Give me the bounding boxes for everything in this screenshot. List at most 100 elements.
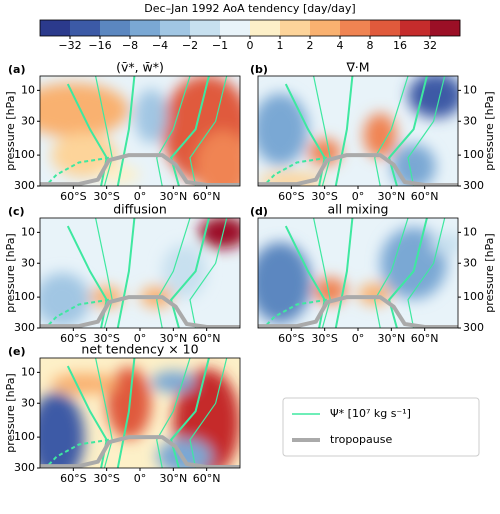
field-blob [40, 392, 85, 468]
colorbar-tick-label: −32 [58, 39, 81, 52]
colorbar-swatch [190, 20, 221, 36]
x-tick-label: 30°S [311, 190, 337, 203]
streamline [156, 358, 191, 468]
streamline [116, 76, 136, 186]
contour-field [40, 218, 240, 328]
colorbar-swatch [340, 20, 371, 36]
field-blob [258, 93, 308, 166]
field-blob [363, 113, 397, 159]
streamline [116, 358, 136, 468]
colorbar-title: Dec–Jan 1992 AoA tendency [day/day] [144, 2, 355, 15]
colorbar-tick-label: −1 [212, 39, 228, 52]
x-tick-label: 30°S [93, 332, 119, 345]
colorbar-swatch [70, 20, 101, 36]
blobs [40, 367, 240, 468]
streamline [189, 76, 228, 186]
colorbar-swatch [400, 20, 431, 36]
streamline [313, 76, 331, 186]
streamline [407, 76, 446, 186]
streamline [156, 76, 191, 186]
tropopause [40, 435, 240, 468]
x-tick-label: 0° [134, 332, 147, 345]
legend-frame [282, 397, 480, 457]
field-blob [51, 132, 118, 178]
field-blob [51, 372, 118, 395]
y-tick-label: 300 [463, 321, 484, 334]
x-tick-label: 30°N [377, 190, 405, 203]
tropopause [258, 153, 458, 186]
field-blob [258, 242, 312, 324]
streamline [374, 76, 409, 186]
y-tick-label: 30 [21, 114, 35, 127]
colorbar-tick-label: −2 [182, 39, 198, 52]
streamline [189, 358, 228, 468]
streamline [95, 76, 113, 186]
y-tick-label: 100 [14, 148, 35, 161]
blobs [258, 227, 458, 324]
panel-title: all mixing [328, 202, 389, 217]
colorbar-swatch [430, 20, 461, 36]
contour-field [258, 76, 458, 186]
x-tick-label: 60°N [411, 332, 439, 345]
colorbar-swatch [130, 20, 161, 36]
colorbar-swatch [370, 20, 401, 36]
x-tick-label: 30°N [159, 472, 187, 485]
panel-title: (v̄*, w̄*) [116, 60, 164, 75]
field-blob [40, 82, 129, 137]
streamline [387, 76, 428, 186]
tropopause [258, 295, 458, 328]
field-blob [430, 232, 458, 255]
x-tick-label: 60°S [278, 190, 304, 203]
y-tick-label: 10 [463, 83, 477, 96]
y-tick-label: 30 [21, 256, 35, 269]
colorbar-swatch [100, 20, 131, 36]
y-axis-label: pressure [hPa] [4, 233, 17, 312]
streamline [169, 76, 210, 186]
x-tick-label: 30°N [377, 332, 405, 345]
colorbar-swatch [280, 20, 311, 36]
y-tick-label: 300 [14, 321, 35, 334]
y-axis-label: pressure [hPa] [4, 91, 17, 170]
y-tick-label: 10 [463, 225, 477, 238]
streamline [189, 218, 228, 328]
y-tick-label: 30 [21, 396, 35, 409]
colorbar-tick-label: 32 [423, 39, 437, 52]
streamline [44, 298, 110, 328]
tropopause [40, 153, 240, 186]
colorbar-swatch [40, 20, 71, 36]
streamline [387, 218, 428, 328]
y-tick-label: 100 [14, 430, 35, 443]
x-tick-label: 60°N [193, 472, 221, 485]
legend-label: Ψ* [10⁷ kg s⁻¹] [330, 407, 411, 420]
panel-label: (d) [250, 205, 268, 218]
blobs [258, 76, 458, 186]
colorbar-tick-label: 8 [367, 39, 374, 52]
y-tick-label: 30 [463, 114, 477, 127]
legend-label: tropopause [330, 433, 392, 446]
streamline [313, 218, 331, 328]
colorbar-tick-label: −8 [122, 39, 138, 52]
x-tick-label: 0° [352, 332, 365, 345]
contour-field [40, 358, 240, 468]
field-blob [408, 76, 458, 118]
streamline [95, 218, 113, 328]
field-blob [195, 130, 240, 186]
x-tick-label: 0° [134, 190, 147, 203]
colorbar-tick-label: −16 [88, 39, 111, 52]
x-tick-label: 60°S [278, 332, 304, 345]
y-axis-label: pressure [hPa] [483, 233, 496, 312]
y-tick-label: 100 [463, 290, 484, 303]
field-blob [156, 438, 213, 468]
streamline [44, 438, 110, 468]
y-tick-label: 100 [14, 290, 35, 303]
streamline [169, 218, 210, 328]
colorbar-swatch [220, 20, 251, 36]
y-tick-label: 10 [21, 225, 35, 238]
y-axis-label: pressure [hPa] [4, 373, 17, 452]
y-tick-label: 300 [463, 179, 484, 192]
field-blob [134, 89, 168, 144]
streamline [116, 218, 136, 328]
field-blob [151, 371, 196, 393]
colorbar-tick-label: 1 [277, 39, 284, 52]
